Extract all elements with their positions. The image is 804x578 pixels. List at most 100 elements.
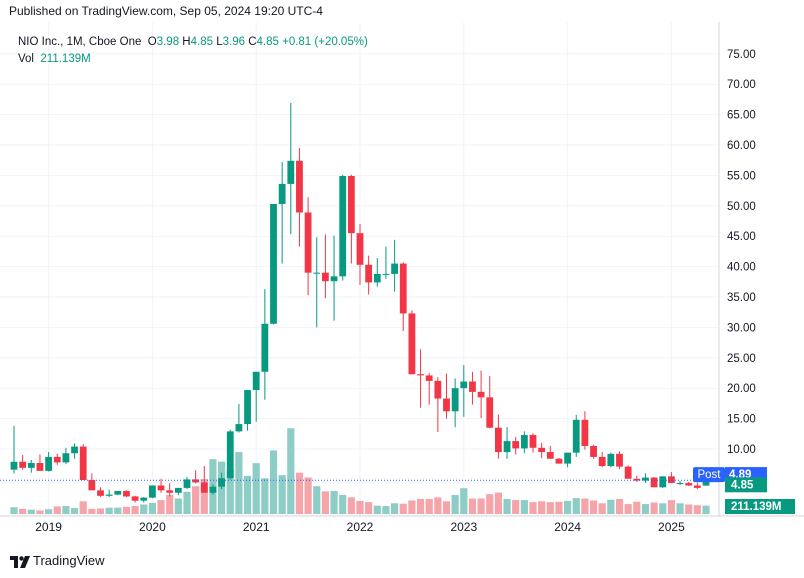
symbol-legend[interactable]: NIO Inc., 1M, Cboe One O3.98 H4.85 L3.96… — [18, 36, 368, 48]
candle-body — [469, 381, 476, 392]
candle — [322, 234, 329, 299]
volume-bar — [131, 506, 139, 514]
candle — [183, 476, 191, 490]
candle — [624, 465, 632, 479]
volume-bar — [174, 498, 182, 514]
candles — [10, 103, 710, 503]
candle — [486, 376, 494, 429]
volume-bar — [45, 509, 53, 514]
candle-body — [693, 485, 701, 488]
price-chart[interactable]: 75.00 70.00 65.00 60.00 55.00 50.00 45.00 40.00… — [0, 22, 804, 548]
candle-body — [114, 490, 122, 495]
candle-body — [668, 476, 675, 484]
candle — [226, 429, 234, 480]
volume-bar — [252, 463, 260, 514]
candle — [347, 174, 355, 264]
time-tick-label: 2024 — [554, 520, 581, 534]
candle-body — [200, 482, 208, 493]
candle-body — [598, 456, 606, 467]
candle-body — [460, 381, 468, 389]
candle — [218, 472, 225, 490]
volume-bar — [503, 498, 511, 514]
candle-body — [624, 466, 632, 479]
volume-bar — [27, 509, 35, 514]
volume-bar — [494, 492, 502, 514]
candle-body — [218, 478, 225, 487]
candle-body — [304, 212, 312, 273]
candle — [503, 427, 511, 459]
candle-body — [166, 490, 174, 493]
volume-bar — [192, 486, 200, 514]
candle — [581, 411, 589, 450]
price-tick-label: 55.00 — [727, 170, 756, 182]
volume-bar — [235, 452, 243, 514]
symbol-name[interactable]: NIO Inc., 1M, Cboe One — [18, 36, 142, 48]
candle-body — [659, 476, 667, 488]
candle — [546, 445, 554, 459]
volume-bar — [581, 498, 589, 514]
last-price-bg — [725, 477, 767, 493]
candle-body — [495, 427, 502, 453]
tradingview-brand[interactable]: TradingView — [33, 553, 105, 568]
candle — [659, 476, 667, 488]
candle — [53, 453, 61, 465]
volume-bar — [278, 475, 286, 514]
candle-body — [19, 461, 27, 468]
candle-body — [296, 160, 303, 213]
volume-bar — [693, 505, 701, 514]
change-value: +0.81 (+20.05%) — [282, 36, 368, 48]
candle-body — [356, 233, 364, 265]
candle-body — [79, 446, 87, 481]
volume-bar — [79, 501, 87, 514]
candle — [287, 103, 295, 235]
candle-body — [123, 490, 130, 497]
volume-bar — [373, 505, 381, 514]
volume-legend[interactable]: Vol 211.139M — [18, 53, 91, 65]
candle — [140, 497, 148, 503]
candle-body — [633, 478, 641, 481]
candle — [192, 470, 200, 484]
candle — [529, 433, 537, 453]
volume-bar — [295, 472, 304, 514]
price-tick-label: 30.00 — [727, 322, 756, 334]
candle — [417, 349, 424, 408]
candle — [261, 289, 269, 400]
candle-body — [287, 160, 295, 184]
volume-bar — [676, 503, 684, 514]
candle — [356, 224, 364, 285]
close-label: C — [248, 36, 257, 48]
candle — [296, 148, 303, 247]
candle-body — [477, 391, 485, 398]
volume-bar — [261, 478, 269, 514]
volume-bar — [425, 498, 433, 514]
candle — [373, 258, 381, 287]
candle — [598, 452, 606, 468]
last-volume-value: 211.139M — [731, 501, 782, 513]
volume-bar — [70, 508, 79, 514]
candle-body — [555, 458, 563, 464]
header-bar: Published on TradingView.com, Sep 05, 20… — [0, 0, 804, 22]
volume-label: Vol — [18, 53, 34, 65]
low-label: L — [216, 36, 223, 48]
price-tick-label: 25.00 — [727, 353, 756, 365]
candle-body — [131, 496, 139, 501]
volume-bar — [607, 499, 615, 514]
candle — [520, 431, 528, 454]
volume-bar — [659, 503, 667, 514]
candle-body — [322, 272, 329, 282]
volume-bar — [589, 500, 598, 514]
volume-bar — [512, 500, 520, 514]
post-label: Post — [697, 469, 721, 481]
candle — [244, 390, 251, 431]
volume-bar — [243, 475, 252, 514]
chart-frame[interactable]: 75.00 70.00 65.00 60.00 55.00 50.00 45.00 40.00… — [0, 22, 804, 548]
volume-bar — [486, 494, 494, 514]
volume-bar — [399, 503, 407, 514]
candle-body — [650, 477, 658, 488]
tradingview-logo-icon[interactable] — [10, 556, 30, 570]
volume-bar — [641, 504, 650, 514]
candle — [460, 365, 468, 417]
candle — [477, 370, 485, 418]
volume-bar — [667, 500, 675, 514]
candle — [668, 472, 675, 484]
